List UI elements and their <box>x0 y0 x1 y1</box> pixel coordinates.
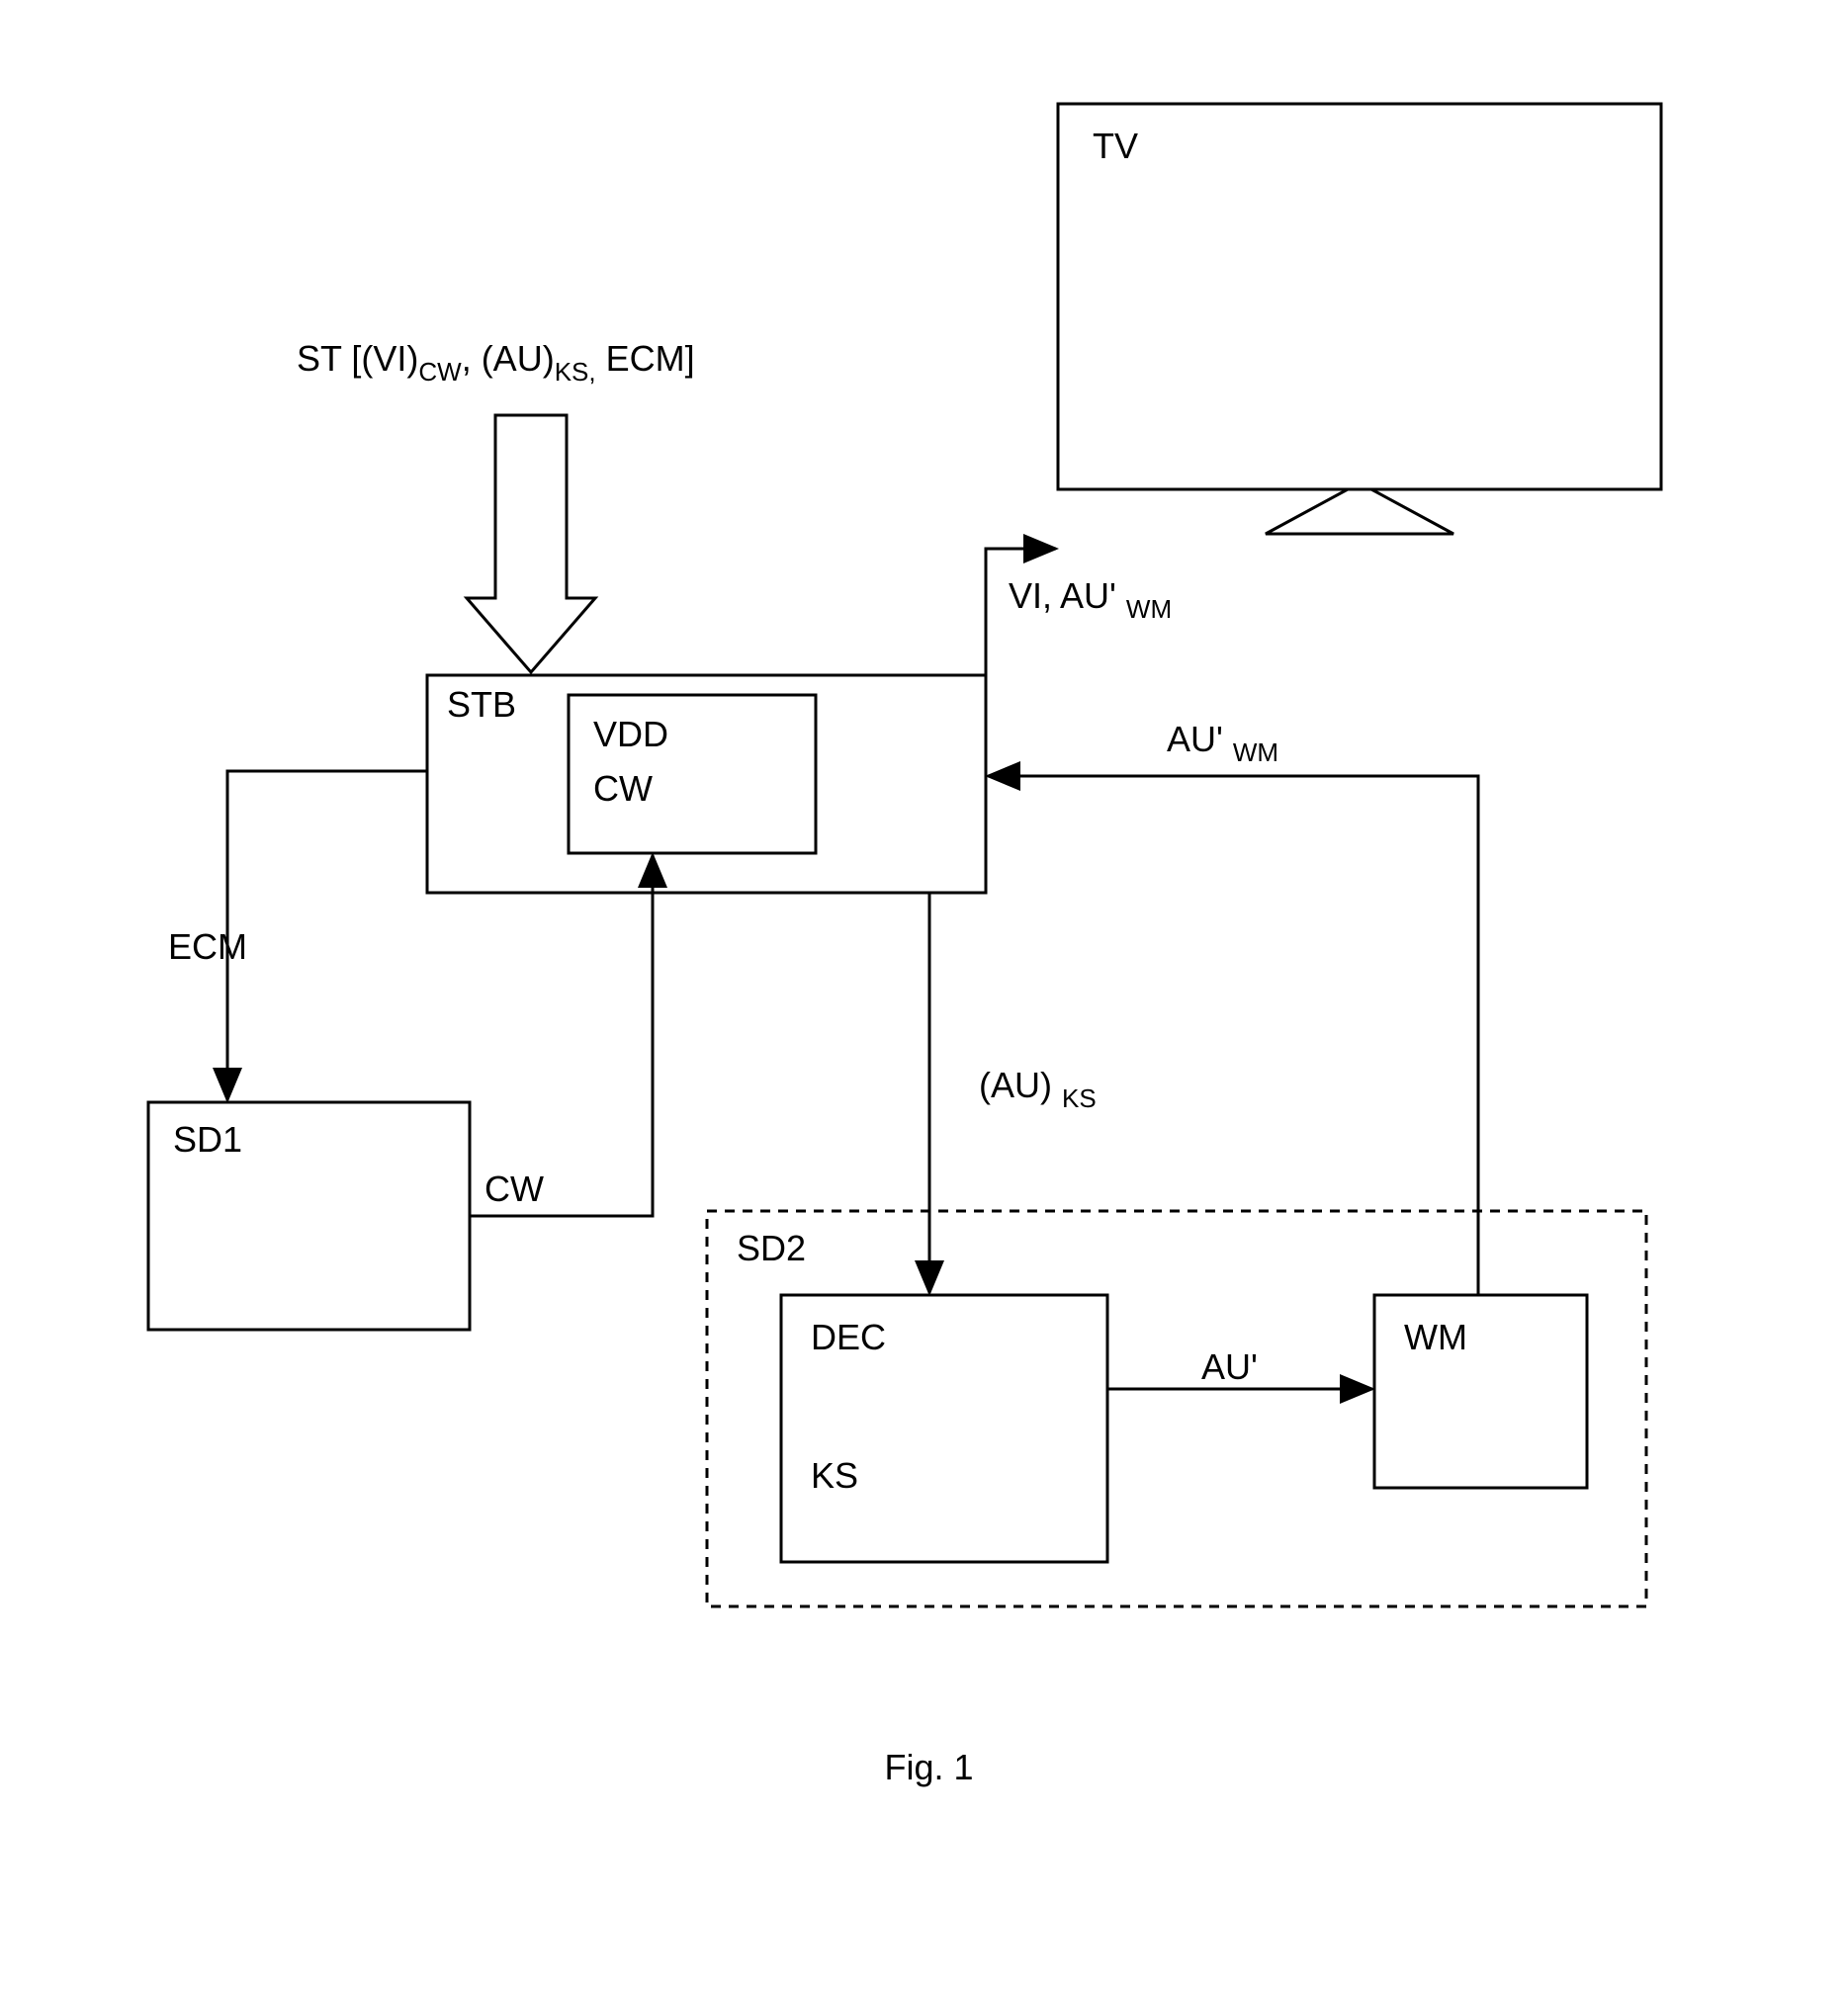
svg-text:VDD: VDD <box>593 714 668 754</box>
svg-text:CW: CW <box>593 768 653 809</box>
svg-text:DEC: DEC <box>811 1317 886 1357</box>
svg-text:ECM: ECM <box>168 926 247 967</box>
sd1-label: SD1 <box>173 1119 242 1160</box>
svg-text:CW: CW <box>484 1169 544 1209</box>
tv-label: TV <box>1093 126 1138 166</box>
stb-label: STB <box>447 684 516 725</box>
sd2-label: SD2 <box>737 1228 806 1268</box>
figure-caption: Fig. 1 <box>885 1747 974 1787</box>
svg-text:KS: KS <box>811 1455 858 1496</box>
block-diagram: TVSTBVDDCWSD1SD2DECKSWMST [(VI)CW, (AU)K… <box>0 0 1848 1991</box>
wm-label: WM <box>1404 1317 1467 1357</box>
svg-text:AU': AU' <box>1201 1346 1258 1387</box>
